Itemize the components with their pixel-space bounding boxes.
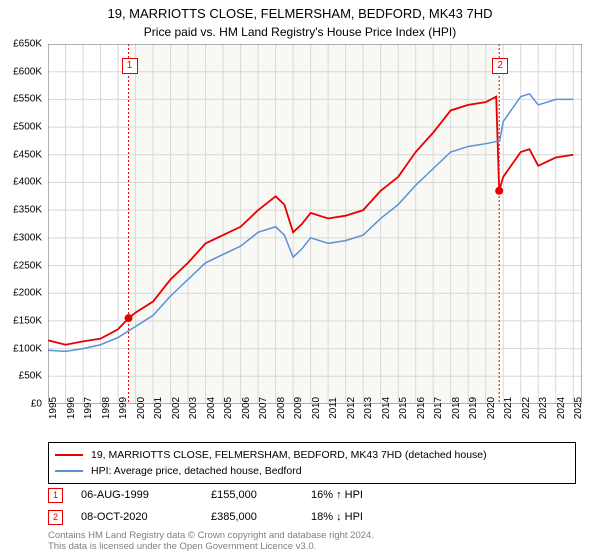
y-tick-label: £350K [13, 205, 42, 216]
sale-diff-2: 18% ↓ HPI [311, 511, 411, 523]
y-tick-label: £50K [19, 371, 42, 382]
chart-area: £0£50K£100K£150K£200K£250K£300K£350K£400… [48, 44, 582, 404]
x-tick-label: 2014 [381, 397, 392, 419]
y-tick-label: £450K [13, 149, 42, 160]
footer-line-2: This data is licensed under the Open Gov… [48, 541, 374, 552]
x-tick-label: 2009 [293, 397, 304, 419]
sale-date-2: 08-OCT-2020 [81, 511, 211, 523]
sale-marker-1: 1 [48, 488, 63, 503]
chart-marker-2: 2 [492, 58, 508, 74]
y-tick-label: £500K [13, 122, 42, 133]
x-tick-label: 2000 [136, 397, 147, 419]
sales-table: 1 06-AUG-1999 £155,000 16% ↑ HPI 2 08-OC… [48, 484, 411, 528]
plot-svg [48, 44, 582, 404]
chart-subtitle: Price paid vs. HM Land Registry's House … [0, 23, 600, 39]
footer: Contains HM Land Registry data © Crown c… [48, 530, 374, 553]
legend-row: HPI: Average price, detached house, Bedf… [55, 463, 569, 479]
legend-box: 19, MARRIOTTS CLOSE, FELMERSHAM, BEDFORD… [48, 442, 576, 484]
x-tick-label: 2005 [223, 397, 234, 419]
chart-container: 19, MARRIOTTS CLOSE, FELMERSHAM, BEDFORD… [0, 0, 600, 560]
x-tick-label: 2006 [241, 397, 252, 419]
x-tick-label: 2016 [416, 397, 427, 419]
sale-diff-1: 16% ↑ HPI [311, 489, 411, 501]
y-tick-label: £400K [13, 177, 42, 188]
x-tick-label: 2023 [538, 397, 549, 419]
x-tick-label: 2012 [346, 397, 357, 419]
x-tick-label: 1996 [66, 397, 77, 419]
chart-marker-1: 1 [122, 58, 138, 74]
x-tick-label: 2018 [451, 397, 462, 419]
x-tick-label: 2008 [276, 397, 287, 419]
y-tick-label: £150K [13, 315, 42, 326]
x-tick-label: 2013 [363, 397, 374, 419]
x-tick-label: 2025 [573, 397, 584, 419]
y-tick-label: £200K [13, 288, 42, 299]
y-tick-label: £550K [13, 94, 42, 105]
footer-line-1: Contains HM Land Registry data © Crown c… [48, 530, 374, 541]
x-tick-label: 2022 [521, 397, 532, 419]
legend-label-1: HPI: Average price, detached house, Bedf… [91, 465, 302, 477]
sale-price-1: £155,000 [211, 489, 311, 501]
x-tick-label: 2010 [311, 397, 322, 419]
y-tick-label: £250K [13, 260, 42, 271]
x-tick-label: 1995 [48, 397, 59, 419]
x-tick-label: 1998 [101, 397, 112, 419]
x-tick-label: 2019 [468, 397, 479, 419]
y-tick-label: £600K [13, 66, 42, 77]
x-tick-label: 2021 [503, 397, 514, 419]
sales-row: 2 08-OCT-2020 £385,000 18% ↓ HPI [48, 506, 411, 528]
y-tick-label: £650K [13, 39, 42, 50]
y-tick-label: £300K [13, 232, 42, 243]
x-tick-label: 2007 [258, 397, 269, 419]
sales-row: 1 06-AUG-1999 £155,000 16% ↑ HPI [48, 484, 411, 506]
sale-date-1: 06-AUG-1999 [81, 489, 211, 501]
x-tick-label: 2017 [433, 397, 444, 419]
legend-row: 19, MARRIOTTS CLOSE, FELMERSHAM, BEDFORD… [55, 447, 569, 463]
sale-price-2: £385,000 [211, 511, 311, 523]
x-tick-label: 2011 [328, 397, 339, 419]
x-tick-label: 2004 [206, 397, 217, 419]
sale-marker-2: 2 [48, 510, 63, 525]
x-tick-label: 2003 [188, 397, 199, 419]
x-tick-label: 2002 [171, 397, 182, 419]
x-tick-label: 1999 [118, 397, 129, 419]
legend-label-0: 19, MARRIOTTS CLOSE, FELMERSHAM, BEDFORD… [91, 449, 487, 461]
y-tick-label: £100K [13, 343, 42, 354]
x-tick-label: 2001 [153, 397, 164, 419]
x-tick-label: 2020 [486, 397, 497, 419]
x-tick-label: 1997 [83, 397, 94, 419]
x-tick-label: 2024 [556, 397, 567, 419]
y-tick-label: £0 [31, 399, 42, 410]
legend-swatch-1 [55, 470, 83, 472]
x-tick-label: 2015 [398, 397, 409, 419]
legend-swatch-0 [55, 454, 83, 456]
chart-title: 19, MARRIOTTS CLOSE, FELMERSHAM, BEDFORD… [0, 0, 600, 23]
